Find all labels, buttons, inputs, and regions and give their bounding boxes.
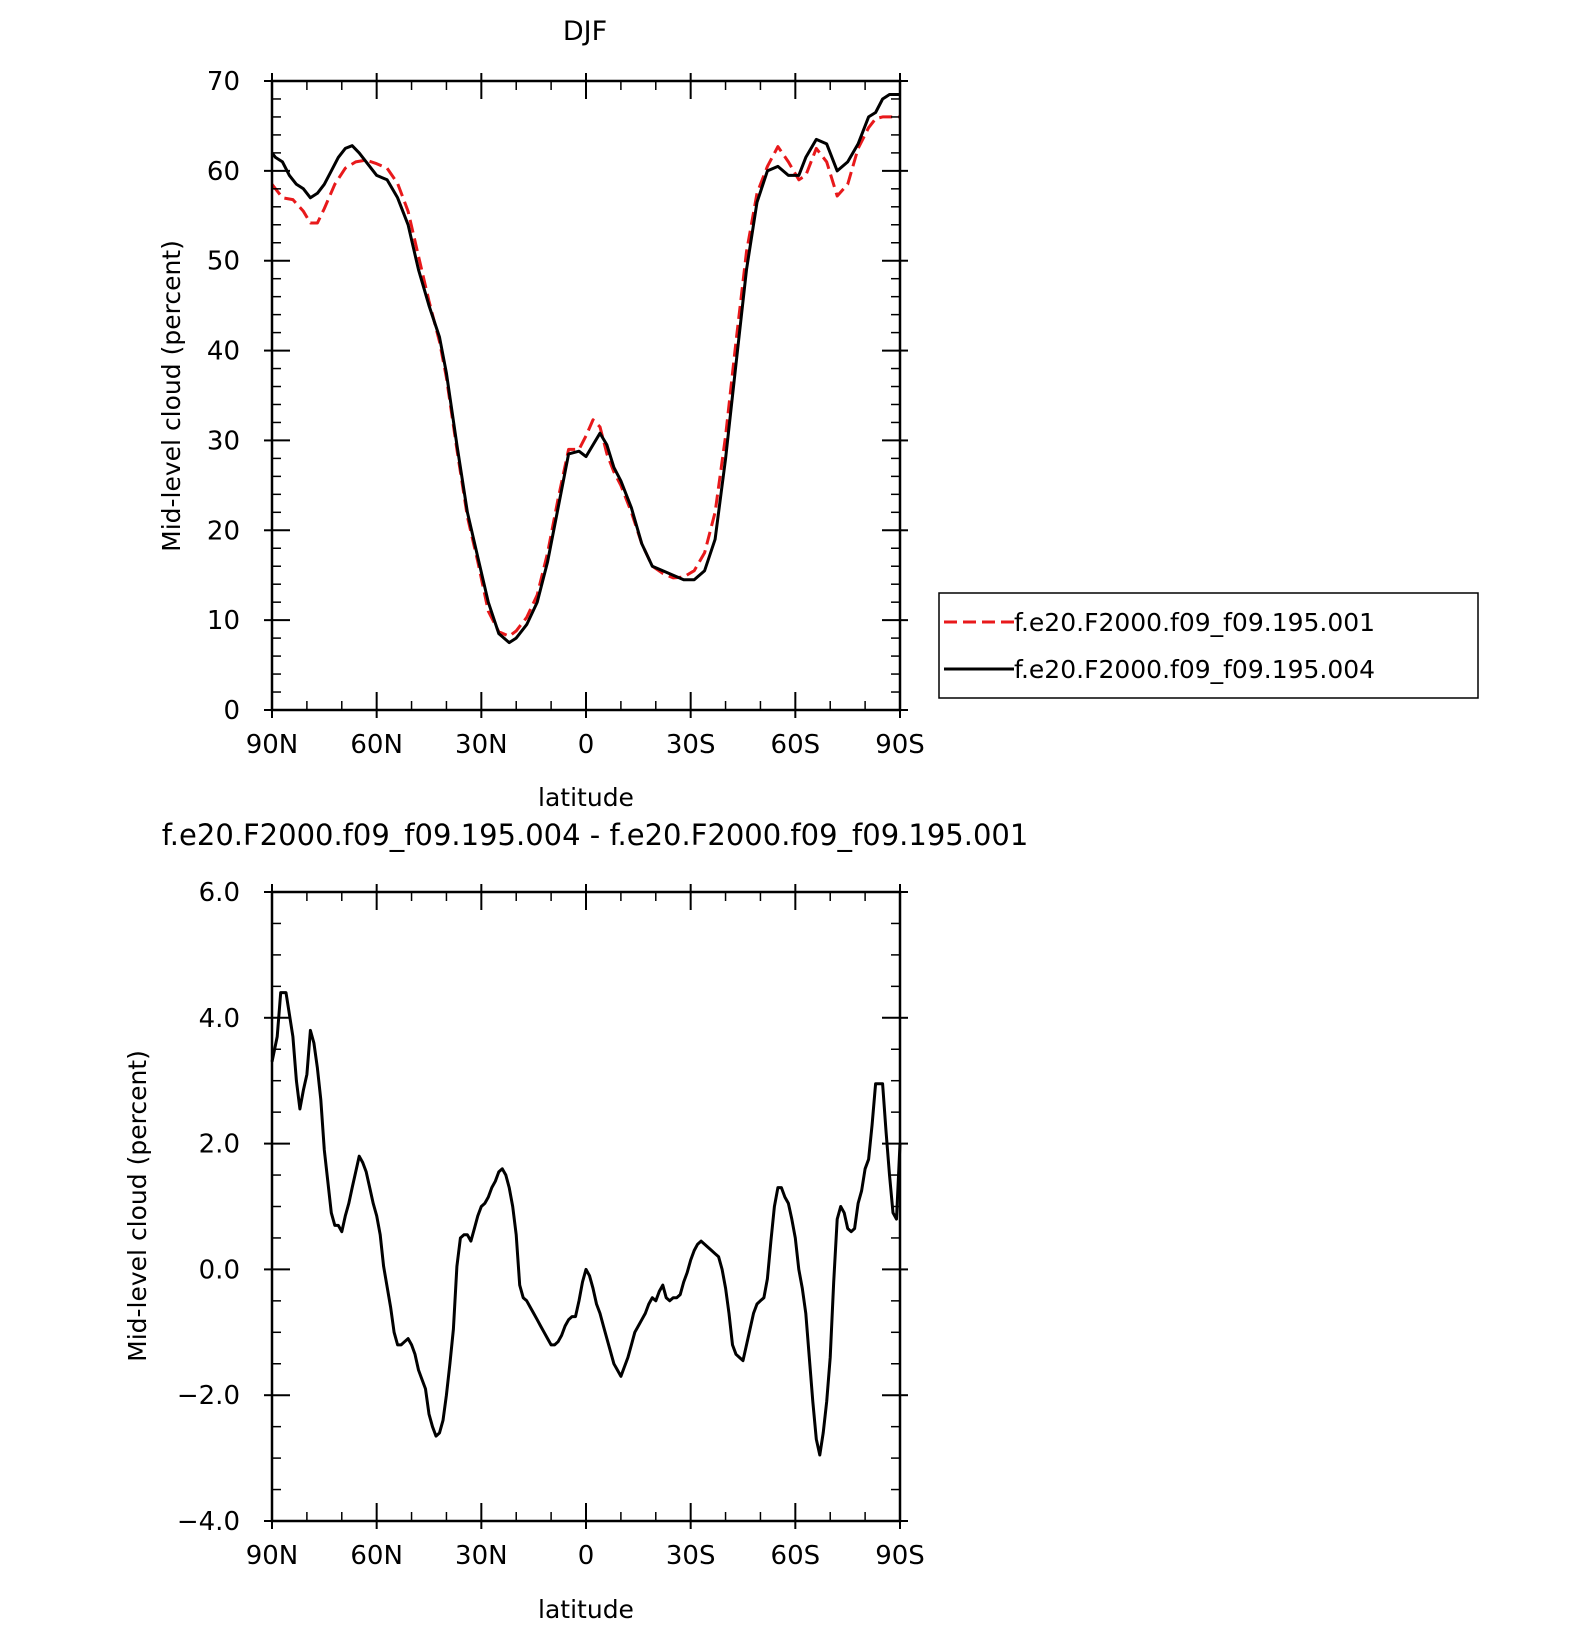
bottom-x-tick-label: 90S [875,1541,925,1571]
bottom-x-tick-label: 60N [350,1541,403,1571]
top-plot-frame [270,79,902,712]
bottom-y-axis-label: Mid-level cloud (percent) [123,1050,152,1362]
top-x-tick-label: 60S [771,730,821,760]
top-x-tick-label: 90S [875,730,925,760]
bottom-x-tick-label: 90N [246,1541,299,1571]
top-panel: DJF 90N 60N 30N 0 30S 60S 90S 0 10 20 30 40 50 60 70 l… [157,16,925,812]
top-y-tick-label: 0 [223,696,240,726]
legend-label-series-2: f.e20.F2000.f09_f09.195.004 [1014,655,1375,684]
bottom-y-tick-label: 4.0 [199,1004,240,1034]
legend: f.e20.F2000.f09_f09.195.001 f.e20.F2000.… [938,592,1479,699]
top-y-tick-label: 10 [207,606,240,636]
top-y-tick-label: 30 [207,426,240,456]
bottom-panel: f.e20.F2000.f09_f09.195.004 - f.e20.F200… [123,818,1028,1624]
top-y-tick-label: 40 [207,337,240,367]
bottom-series-line-1 [270,991,902,1457]
top-x-tick-label: 90N [246,730,299,760]
top-x-tick-label: 60N [350,730,403,760]
bottom-y-tick-label: −2.0 [177,1381,240,1411]
bottom-x-tick-label: 60S [771,1541,821,1571]
top-x-tick-label: 30N [455,730,508,760]
top-y-tick-label: 20 [207,516,240,546]
bottom-y-tick-label: 2.0 [199,1130,240,1160]
top-y-axis-label: Mid-level cloud (percent) [157,240,186,552]
top-x-axis-label: latitude [538,783,634,812]
top-y-tick-label: 60 [207,157,240,187]
bottom-y-tick-label: −4.0 [177,1507,240,1537]
bottom-x-tick-label: 0 [578,1541,595,1571]
bottom-x-tick-label: 30N [455,1541,508,1571]
top-y-tick-label: 70 [207,67,240,97]
legend-box [938,592,1479,699]
bottom-y-tick-label: 6.0 [199,878,240,908]
bottom-x-tick-label: 30S [666,1541,716,1571]
top-chart-title: DJF [563,16,607,47]
bottom-x-axis-label: latitude [538,1595,634,1624]
bottom-y-tick-label: 0.0 [199,1255,240,1285]
top-y-tick-label: 50 [207,247,240,277]
top-x-tick-label: 30S [666,730,716,760]
top-series-line-2 [270,93,900,645]
bottom-plot-frame [270,890,902,1523]
bottom-chart-title: f.e20.F2000.f09_f09.195.004 - f.e20.F200… [162,818,1029,852]
top-series-line-1 [270,115,900,638]
legend-label-series-1: f.e20.F2000.f09_f09.195.001 [1014,608,1375,637]
top-x-tick-label: 0 [578,730,595,760]
